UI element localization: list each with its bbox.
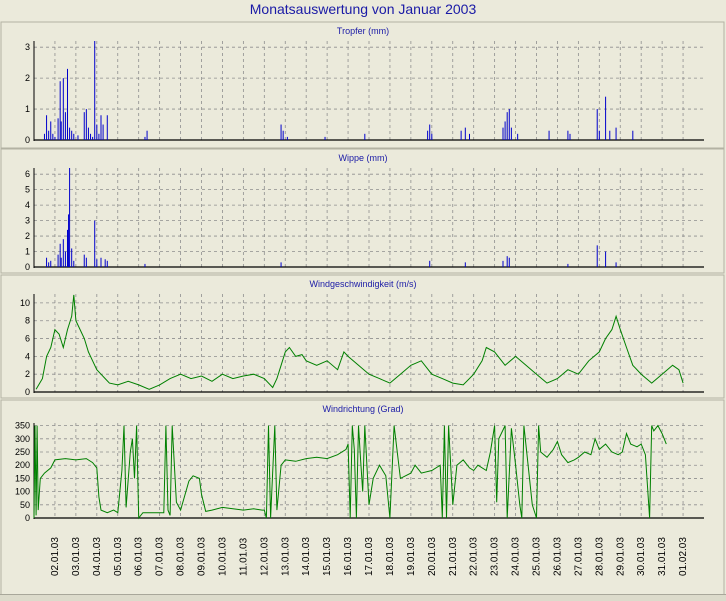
y-tick-label: 6: [25, 334, 30, 344]
x-tick-label: 08.01.03: [176, 537, 187, 576]
y-tick-label: 3: [25, 42, 30, 52]
y-tick-label: 350: [15, 421, 30, 431]
y-tick-label: 300: [15, 434, 30, 444]
x-tick-label: 20.01.03: [427, 537, 438, 576]
x-tick-label: 02.01.03: [50, 537, 61, 576]
x-tick-label: 30.01.03: [636, 537, 647, 576]
x-tick-label: 26.01.03: [552, 537, 563, 576]
y-tick-label: 50: [20, 500, 30, 510]
x-tick-label: 17.01.03: [364, 537, 375, 576]
x-tick-label: 12.01.03: [259, 537, 270, 576]
y-tick-label: 150: [15, 473, 30, 483]
panel-frame: [0, 148, 725, 274]
chart-title: Windgeschwindigkeit (m/s): [309, 279, 416, 289]
chart-panel-3: Windgeschwindigkeit (m/s) 0 2 4 6 8 10: [0, 274, 725, 399]
y-tick-label: 200: [15, 460, 30, 470]
x-tick-label: 11.01.03: [238, 537, 249, 576]
y-tick-label: 250: [15, 447, 30, 457]
panel-frame: [0, 274, 725, 399]
x-tick-label: 01.02.03: [678, 537, 689, 576]
page-title: Monatsauswertung von Januar 2003: [249, 1, 477, 17]
status-bar: [0, 594, 726, 601]
x-tick-label: 25.01.03: [532, 537, 543, 576]
x-tick-label: 29.01.03: [615, 537, 626, 576]
data-series-line: [35, 294, 684, 390]
x-tick-label: 27.01.03: [573, 537, 584, 576]
x-tick-label: 16.01.03: [343, 537, 354, 576]
x-tick-label: 21.01.03: [448, 537, 459, 576]
y-tick-label: 0: [25, 262, 30, 272]
x-tick-label: 10.01.03: [217, 537, 228, 576]
chart-title: Tropfer (mm): [337, 26, 389, 36]
y-tick-label: 10: [20, 298, 30, 308]
y-tick-label: 1: [25, 247, 30, 257]
x-tick-label: 19.01.03: [406, 537, 417, 576]
x-tick-label: 03.01.03: [71, 537, 82, 576]
y-tick-label: 5: [25, 185, 30, 195]
x-tick-label: 31.01.03: [657, 537, 668, 576]
chart-title: Windrichtung (Grad): [322, 404, 403, 414]
x-tick-label: 15.01.03: [322, 537, 333, 576]
x-tick-label: 22.01.03: [469, 537, 480, 576]
y-tick-label: 3: [25, 216, 30, 226]
y-tick-label: 2: [25, 369, 30, 379]
panel-frame: [0, 21, 725, 149]
x-tick-label: 09.01.03: [197, 537, 208, 576]
x-tick-label: 24.01.03: [511, 537, 522, 576]
data-series-line: [33, 424, 667, 520]
x-tick-label: 23.01.03: [490, 537, 501, 576]
x-tick-label: 06.01.03: [134, 537, 145, 576]
x-tick-label: 18.01.03: [385, 537, 396, 576]
chart-panel-2: Wippe (mm) 0 1 2 3 4 5 6: [0, 148, 725, 274]
y-tick-label: 4: [25, 351, 30, 361]
x-tick-label: 04.01.03: [92, 537, 103, 576]
y-tick-label: 8: [25, 316, 30, 326]
x-tick-label: 07.01.03: [155, 537, 166, 576]
y-tick-label: 6: [25, 169, 30, 179]
x-tick-label: 05.01.03: [113, 537, 124, 576]
chart-panel-1: Tropfer (mm) 0 1 2 3: [0, 21, 725, 149]
y-tick-label: 2: [25, 73, 30, 83]
y-tick-label: 100: [15, 487, 30, 497]
x-tick-label: 14.01.03: [301, 537, 312, 576]
chart-panel-4: Windrichtung (Grad) 0 50 100 150 200 250 300 350…: [0, 399, 725, 599]
y-tick-label: 0: [25, 513, 30, 523]
y-tick-label: 0: [25, 387, 30, 397]
y-tick-label: 2: [25, 231, 30, 241]
y-tick-label: 1: [25, 104, 30, 114]
y-tick-label: 4: [25, 200, 30, 210]
chart-title: Wippe (mm): [339, 153, 388, 163]
y-tick-label: 0: [25, 135, 30, 145]
x-tick-label: 28.01.03: [594, 537, 605, 576]
x-tick-label: 13.01.03: [280, 537, 291, 576]
